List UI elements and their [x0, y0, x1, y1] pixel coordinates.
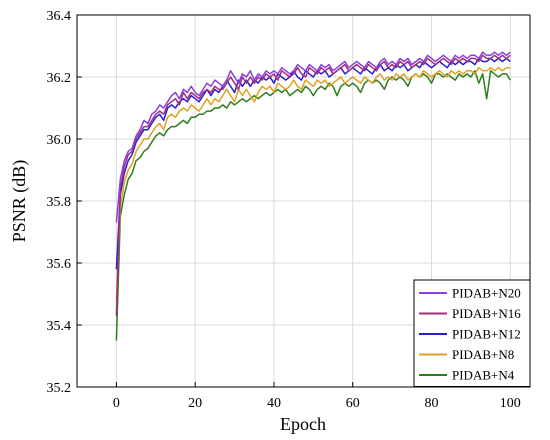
legend-label: PIDAB+N12: [452, 327, 521, 342]
x-tick-label: 40: [267, 396, 281, 411]
x-tick-label: 0: [113, 396, 120, 411]
legend-label: PIDAB+N4: [452, 368, 515, 383]
x-tick-label: 100: [500, 396, 521, 411]
x-tick-label: 60: [346, 396, 360, 411]
series-line-pidab-n20: [115, 51, 511, 223]
grid: [77, 14, 530, 388]
y-axis-title: PSNR (dB): [9, 160, 30, 243]
series-layer: [115, 51, 511, 341]
y-tick-label: 35.2: [47, 381, 72, 396]
legend-label: PIDAB+N16: [452, 306, 521, 321]
x-axis-title: Epoch: [280, 414, 326, 434]
y-tick-label: 35.8: [47, 195, 72, 210]
legend-label: PIDAB+N8: [452, 347, 514, 362]
x-tick-label: 20: [188, 396, 202, 411]
series-line-pidab-n12: [115, 57, 511, 270]
y-tick-label: 36.2: [47, 71, 72, 86]
x-tick-label: 80: [425, 396, 439, 411]
legend-label: PIDAB+N20: [452, 286, 521, 301]
y-tick-label: 36.0: [47, 133, 72, 148]
series-line-pidab-n16: [115, 54, 511, 316]
y-tick-label: 35.6: [47, 257, 72, 272]
axis-ticks: 0 20 40 60 80 100 35.2 35.4 35.6 35.8 36.0 36.2 36.4: [47, 9, 521, 411]
series-line-pidab-n8: [115, 66, 511, 301]
series-line-pidab-n4: [115, 70, 511, 341]
y-tick-label: 36.4: [47, 9, 72, 24]
legend: PIDAB+N20 PIDAB+N16 PIDAB+N12 PIDAB+N8 PIDAB…: [413, 279, 531, 387]
y-tick-label: 35.4: [47, 319, 72, 334]
